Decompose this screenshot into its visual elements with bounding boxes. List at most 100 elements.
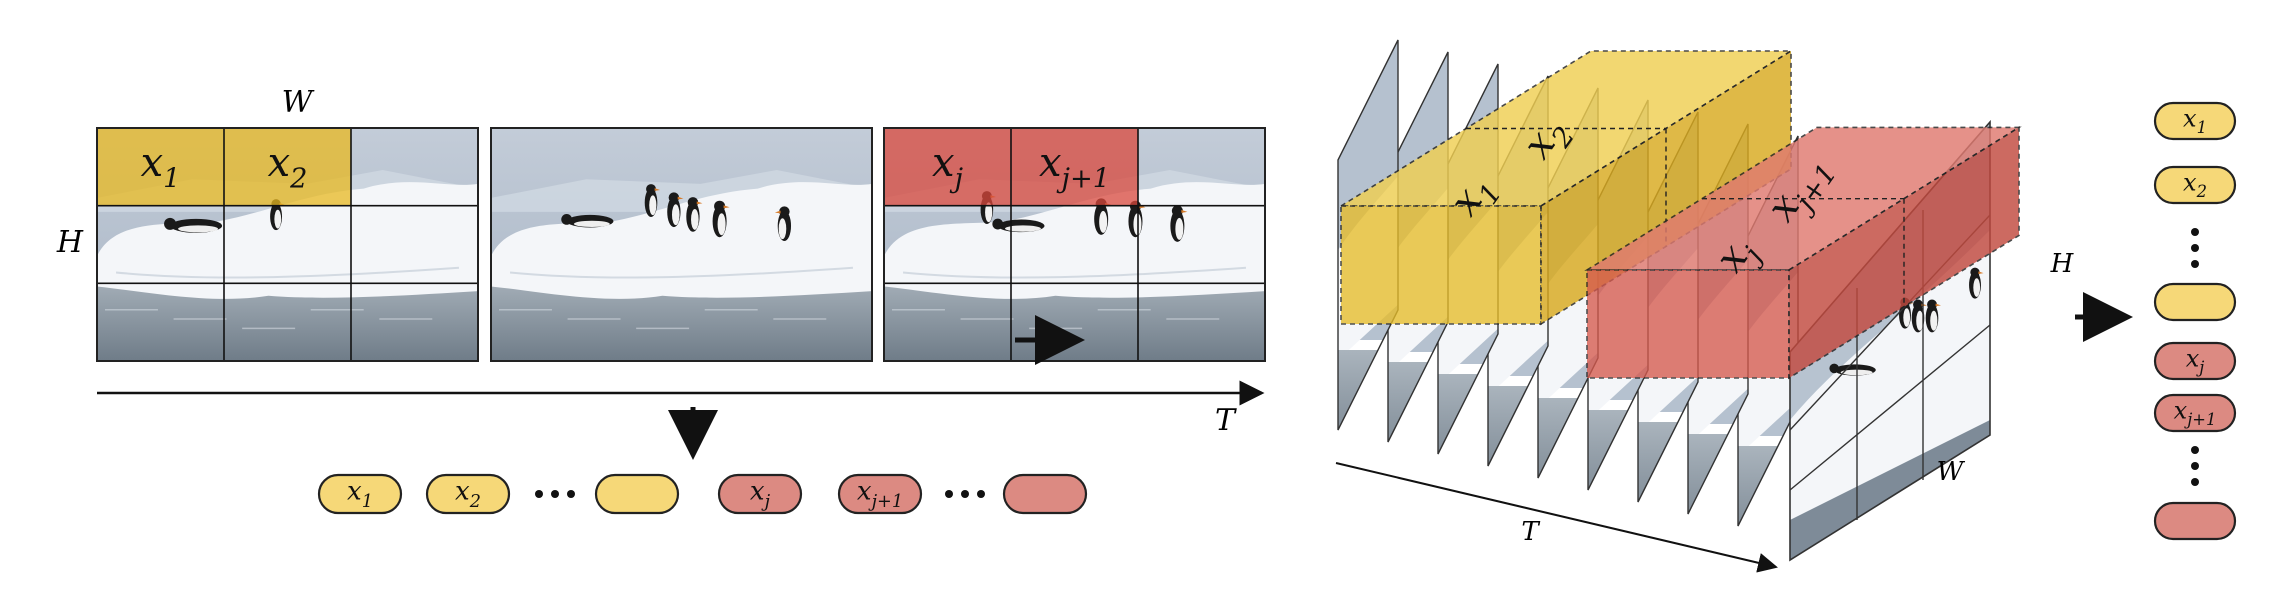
token-pill-shape [2153, 101, 2237, 141]
penguin-beak [723, 205, 730, 209]
front-grid-line [1789, 324, 1991, 491]
scene-ice-floe [884, 182, 1265, 299]
video-frame-1: x1 x2 [96, 127, 479, 362]
token-pill: xj [2153, 341, 2237, 381]
token-label-sub: j+1 [868, 492, 904, 512]
penguin-belly [1930, 310, 1938, 331]
ellipsis-dot [2191, 244, 2199, 252]
scene-ice-floe [491, 182, 872, 299]
penguin-icon [774, 206, 792, 242]
token-pill-shape [2153, 393, 2237, 433]
penguin-belly [671, 204, 680, 226]
ellipsis-dot [2191, 228, 2199, 236]
penguin-belly [649, 195, 657, 216]
penguin-icon [1969, 267, 1984, 299]
tubelet-front-face [1340, 205, 1542, 325]
tubelet-yellow [1338, 49, 1794, 326]
token-label-base: x [455, 477, 470, 507]
token-pill: xj+1 [837, 473, 923, 515]
ellipsis-dots [2191, 228, 2199, 268]
token-pill-shape [2153, 282, 2237, 322]
scene-ice-shadow [115, 266, 460, 279]
penguin-head [1927, 299, 1937, 310]
penguin-head [1970, 267, 1980, 277]
penguin-icon [1170, 205, 1188, 242]
token-pill: x1 [317, 473, 403, 515]
ellipsis-dot [945, 490, 953, 498]
time-label-right: T [1521, 517, 1540, 547]
patch-label-2: xj+1 [1039, 140, 1110, 194]
ellipsis-dot [535, 490, 543, 498]
token-label-base: x [857, 477, 872, 507]
token-pill [1002, 473, 1088, 515]
penguin-head [1913, 299, 1923, 310]
penguin-belly [717, 213, 726, 236]
penguin-belly [985, 202, 993, 223]
frame-border [490, 127, 873, 362]
penguin-beak [1978, 271, 1984, 274]
ellipsis-dot [551, 490, 559, 498]
penguin-belly [1973, 278, 1981, 297]
penguin-belly [1916, 310, 1924, 331]
token-label-base: x [2183, 104, 2197, 132]
ellipsis-dot [2191, 446, 2199, 454]
penguin-head [1171, 205, 1183, 217]
penguin-belly [274, 209, 282, 229]
token-pill [2153, 501, 2237, 541]
penguin-head [992, 218, 1004, 230]
penguin-head [714, 200, 726, 212]
video-frame-3: xj xj+1 [883, 127, 1266, 365]
height-label-right: H [2050, 249, 2075, 279]
token-pill-shape [2153, 501, 2237, 541]
token-label-sub: 2 [469, 492, 481, 512]
token-label: x2 [455, 477, 481, 512]
scene-ice-shadow [902, 266, 1247, 279]
ellipsis-dot [961, 490, 969, 498]
penguin-swimming-icon [561, 214, 614, 228]
scene-ice-floe [97, 182, 478, 299]
penguin-icon [712, 200, 730, 238]
penguin-beak [654, 188, 661, 191]
ellipsis-dot [977, 490, 985, 498]
cube-frame-border [1437, 63, 1499, 455]
penguin-icon [1128, 200, 1146, 238]
token-label-sub: j+1 [2184, 410, 2216, 429]
front-frame-water [1790, 420, 1990, 560]
patch-label-1-base: x [932, 140, 955, 186]
video-frame-2 [490, 127, 873, 362]
penguin-belly [1903, 308, 1911, 327]
token-label-base: x [2174, 396, 2188, 424]
token-label-sub: j [761, 492, 771, 512]
penguin-head [779, 206, 790, 217]
token-label: xj [2186, 344, 2205, 377]
frame-border [96, 127, 479, 362]
token-pill-shape [717, 473, 803, 515]
ellipsis-dots [2191, 446, 2199, 486]
penguin-head [164, 217, 177, 230]
token-pill-shape [317, 473, 403, 515]
patch-label-2-base: x [268, 140, 291, 186]
token-pill [594, 473, 680, 515]
token-pill: xj+1 [2153, 393, 2237, 433]
patch-label-2: x2 [268, 140, 308, 194]
token-pill-shape [594, 473, 680, 515]
token-label-sub: 2 [2196, 182, 2207, 201]
token-pill: x2 [2153, 165, 2237, 205]
penguin-head [687, 197, 699, 208]
width-label-right: W [1937, 457, 1966, 487]
front-frame-ice [1790, 230, 1990, 560]
token-label-base: x [2186, 344, 2200, 372]
penguin-belly [691, 208, 699, 230]
token-label-base: x [750, 477, 765, 507]
penguin-belly [1004, 225, 1041, 232]
token-label: x1 [347, 477, 373, 512]
scene-ice-shadow [509, 266, 854, 279]
token-label-sub: j [2196, 358, 2204, 377]
penguin-belly [178, 225, 219, 233]
ellipsis-dot [567, 490, 575, 498]
token-pill-shape [2153, 165, 2237, 205]
penguin-belly [573, 220, 610, 228]
frame-scene [491, 128, 872, 361]
